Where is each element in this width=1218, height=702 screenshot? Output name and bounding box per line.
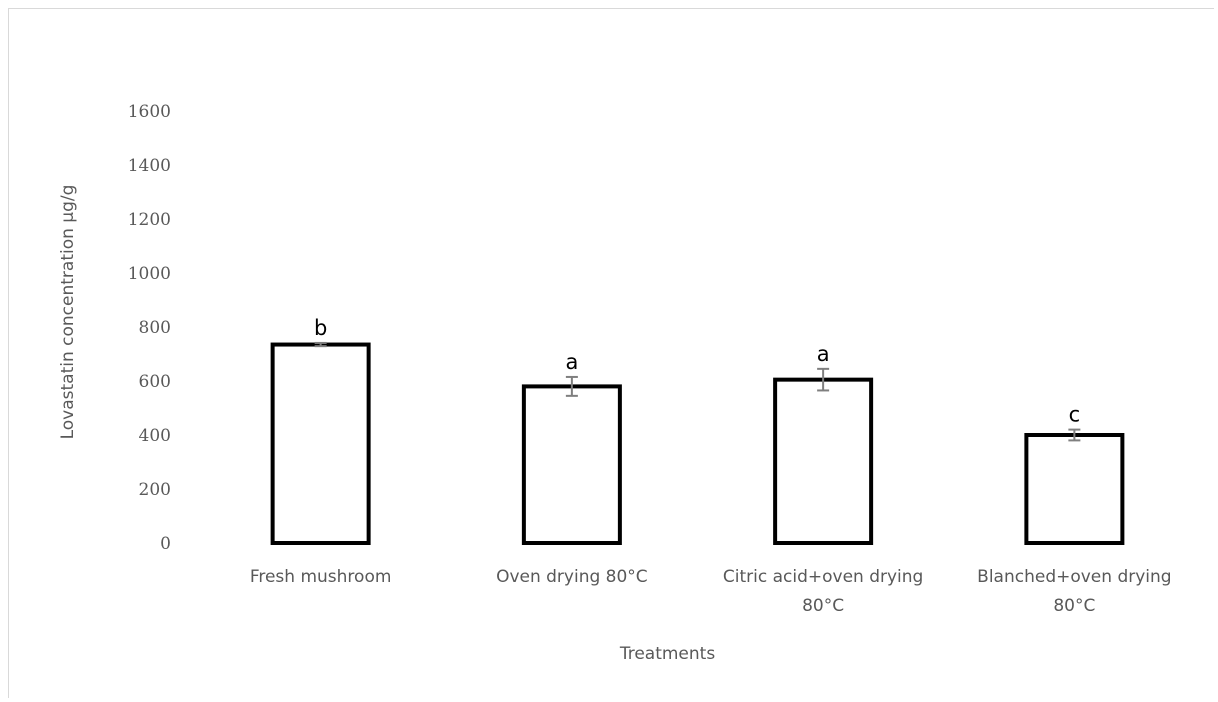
y-tick-label: 600: [139, 372, 171, 392]
bar: [1024, 433, 1125, 545]
y-tick-label: 400: [139, 426, 171, 446]
bar: [773, 377, 874, 545]
y-tick-label: 1200: [128, 210, 171, 230]
x-tick-label: Citric acid+oven drying: [723, 567, 923, 587]
chart-frame: [8, 8, 1214, 698]
y-tick-label: 0: [160, 534, 171, 554]
bar: [521, 384, 622, 545]
y-tick-label: 800: [139, 318, 171, 338]
x-tick-label: Fresh mushroom: [250, 567, 392, 587]
x-tick-label: 80°C: [802, 596, 844, 616]
y-tick-label: 1400: [128, 156, 171, 176]
y-axis-title: Lovastatin concentration µg/g: [58, 185, 78, 440]
x-tick-label: Oven drying 80°C: [496, 567, 648, 587]
significance-letter: a: [817, 342, 830, 366]
y-tick-label: 200: [139, 480, 171, 500]
x-tick-label: Blanched+oven drying: [977, 567, 1171, 587]
significance-letter: a: [565, 350, 578, 374]
significance-letter: c: [1069, 403, 1081, 427]
bar: [270, 342, 371, 545]
x-axis-title: Treatments: [619, 644, 716, 664]
x-tick-label: 80°C: [1053, 596, 1095, 616]
significance-letter: b: [314, 316, 327, 340]
y-tick-label: 1000: [128, 264, 171, 284]
y-tick-label: 1600: [128, 102, 171, 122]
